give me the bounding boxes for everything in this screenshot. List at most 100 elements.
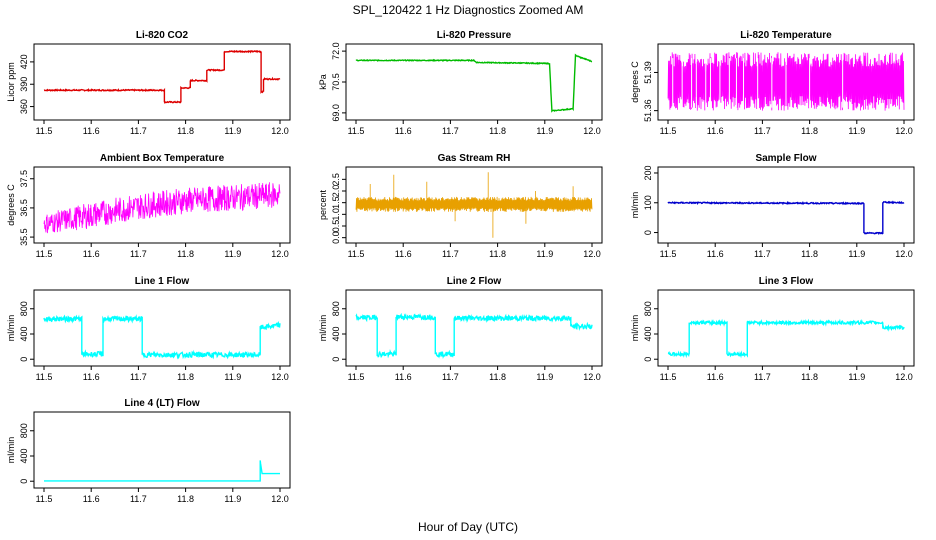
y-tick-label: 0 xyxy=(19,479,29,484)
series-line-0 xyxy=(355,53,593,113)
x-tick-label: 11.8 xyxy=(489,249,506,259)
plot-frame xyxy=(657,289,915,367)
x-tick-label: 11.8 xyxy=(177,372,194,382)
y-tick-label: 70.5 xyxy=(331,73,341,91)
x-tick-label: 12.0 xyxy=(583,126,601,136)
series-group xyxy=(667,52,905,111)
panel-title: Line 2 Flow xyxy=(447,276,502,287)
panel-title: Ambient Box Temperature xyxy=(100,153,225,164)
panel-2: Li-820 Temperature 11.5 11.6 11.7 11.8 11.9 12… xyxy=(630,30,915,136)
x-tick-label: 11.9 xyxy=(848,249,865,259)
x-tick-label: 12.0 xyxy=(583,249,601,259)
x-tick-label: 11.5 xyxy=(660,126,677,136)
y-tick-label: 0.5 xyxy=(331,220,341,233)
y-axis-label: ml/min xyxy=(630,192,640,219)
series-line-0 xyxy=(43,49,281,104)
y-axis-label: ml/min xyxy=(630,315,640,342)
panel-title: Line 1 Flow xyxy=(135,276,190,287)
y-tick-label: 51.36 xyxy=(643,99,653,122)
plot-frame xyxy=(345,289,603,367)
x-tick-label: 11.5 xyxy=(660,249,677,259)
series-line-0 xyxy=(667,318,905,359)
x-tick-label: 11.8 xyxy=(801,249,818,259)
series-line-0 xyxy=(43,182,281,234)
x-tick-label: 11.5 xyxy=(660,372,677,382)
panel-9: Line 4 (LT) Flow 11.5 11.6 11.7 11.8 11.9 12.0… xyxy=(6,398,291,504)
x-tick-label: 11.5 xyxy=(36,249,53,259)
x-tick-label: 11.5 xyxy=(36,372,53,382)
panel-7: Line 2 Flow 11.5 11.6 11.7 11.8 11.9 12.0 0 400 8… xyxy=(318,276,603,382)
panel-0: Li-820 CO2 11.5 11.6 11.7 11.8 11.9 12.0 360 390… xyxy=(6,30,291,136)
y-tick-label: 0 xyxy=(331,357,341,362)
series-group xyxy=(43,182,281,234)
x-tick-label: 11.9 xyxy=(224,494,241,504)
panel-5: Sample Flow 11.5 11.6 11.7 11.8 11.9 12.0 0 100 2… xyxy=(630,153,915,259)
y-tick-label: 51.39 xyxy=(643,61,653,84)
y-tick-label: 69.0 xyxy=(331,104,341,122)
y-axis-label: percent xyxy=(318,189,328,220)
series-line-0 xyxy=(355,172,593,238)
series-group xyxy=(355,172,593,238)
y-tick-label: 37.5 xyxy=(19,170,29,188)
panel-8: Line 3 Flow 11.5 11.6 11.7 11.8 11.9 12.0 0 400 8… xyxy=(630,276,915,382)
x-tick-label: 11.7 xyxy=(754,249,771,259)
y-axis-label: ml/min xyxy=(318,315,328,342)
x-tick-label: 11.8 xyxy=(489,372,506,382)
y-tick-label: 800 xyxy=(331,301,341,316)
panel-title: Line 4 (LT) Flow xyxy=(124,398,200,409)
y-axis-label: kPa xyxy=(318,74,328,90)
x-tick-label: 12.0 xyxy=(895,126,913,136)
panel-title: Li-820 CO2 xyxy=(136,30,189,41)
y-tick-label: 0 xyxy=(643,230,653,235)
y-tick-label: 100 xyxy=(643,195,653,210)
y-tick-label: 360 xyxy=(19,99,29,114)
x-tick-label: 11.9 xyxy=(536,372,553,382)
x-tick-label: 11.9 xyxy=(224,249,241,259)
x-tick-label: 11.7 xyxy=(130,372,147,382)
series-line-0 xyxy=(44,460,280,482)
x-tick-label: 11.8 xyxy=(801,126,818,136)
x-tick-label: 12.0 xyxy=(271,126,289,136)
x-tick-label: 11.8 xyxy=(801,372,818,382)
x-tick-label: 11.6 xyxy=(395,372,412,382)
x-tick-label: 11.5 xyxy=(348,126,365,136)
main-title: SPL_120422 1 Hz Diagnostics Zoomed AM xyxy=(353,3,584,17)
series-group xyxy=(667,318,905,359)
y-tick-label: 2.5 xyxy=(331,173,341,186)
x-tick-label: 12.0 xyxy=(895,249,913,259)
y-tick-label: 36.5 xyxy=(19,199,29,217)
x-tick-label: 12.0 xyxy=(583,372,601,382)
x-tick-label: 11.6 xyxy=(707,249,724,259)
x-tick-label: 11.9 xyxy=(224,372,241,382)
plot-frame xyxy=(33,43,291,121)
plot-frame xyxy=(33,166,291,244)
x-tick-label: 11.7 xyxy=(442,372,459,382)
panel-title: Sample Flow xyxy=(755,153,816,164)
x-tick-label: 11.5 xyxy=(348,372,365,382)
plot-frame xyxy=(657,166,915,244)
x-tick-label: 11.8 xyxy=(177,126,194,136)
x-tick-label: 11.7 xyxy=(754,126,771,136)
x-tick-label: 11.7 xyxy=(442,249,459,259)
y-tick-label: 0.0 xyxy=(331,231,341,244)
y-axis-label: degrees C xyxy=(6,184,16,226)
x-tick-label: 11.7 xyxy=(442,126,459,136)
x-tick-label: 11.7 xyxy=(130,126,147,136)
series-group xyxy=(44,460,280,482)
x-tick-label: 11.8 xyxy=(177,249,194,259)
y-tick-label: 1.0 xyxy=(331,208,341,221)
plot-frame xyxy=(657,43,915,121)
x-tick-label: 11.6 xyxy=(83,126,100,136)
y-tick-label: 72.0 xyxy=(331,42,341,60)
y-tick-label: 35.5 xyxy=(19,228,29,246)
panel-1: Li-820 Pressure 11.5 11.6 11.7 11.8 11.9 12.0 6… xyxy=(318,30,603,136)
y-tick-label: 1.5 xyxy=(331,196,341,209)
x-tick-label: 12.0 xyxy=(271,494,289,504)
series-line-0 xyxy=(43,314,281,360)
x-tick-label: 11.9 xyxy=(536,126,553,136)
y-tick-label: 2.0 xyxy=(331,185,341,198)
panel-title: Li-820 Pressure xyxy=(437,30,512,41)
series-line-0 xyxy=(355,312,593,359)
y-tick-label: 400 xyxy=(19,448,29,463)
